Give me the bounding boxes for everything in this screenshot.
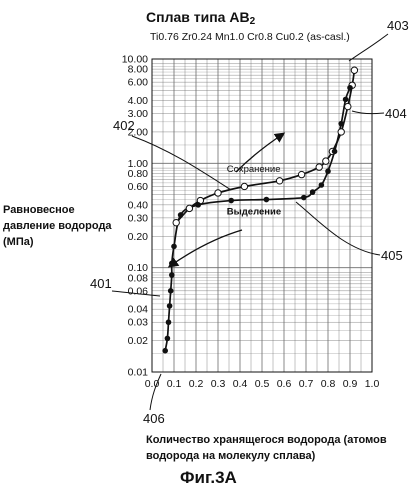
storage-point: [322, 157, 330, 165]
release-point: [169, 272, 175, 278]
release-point: [162, 347, 168, 354]
release-point: [166, 303, 173, 309]
y-tick-label: 6.00: [128, 77, 149, 89]
reference-leader-lines: [111, 33, 389, 411]
storage-direction-arrow: [235, 132, 286, 173]
x-tick-label: 0.2: [189, 378, 204, 390]
storage-point: [350, 66, 359, 74]
leader-403: [348, 33, 389, 62]
y-tick-label: 0.02: [128, 335, 149, 347]
label-release: Выделение: [227, 207, 281, 218]
y-tick-label: 1.00: [128, 158, 149, 170]
leader-401: [111, 290, 161, 297]
y-tick-label: 4.00: [128, 95, 149, 107]
release-point: [171, 243, 177, 250]
leader-404: [351, 110, 385, 115]
y-tick-label: 0.06: [128, 285, 149, 297]
storage-point: [297, 170, 306, 179]
storage-point: [185, 204, 194, 213]
y-tick-label: 0.01: [128, 367, 149, 379]
x-tick-label: 0.5: [255, 378, 270, 390]
storage-point: [240, 182, 249, 191]
storage-point: [337, 128, 345, 136]
release-point: [164, 335, 171, 342]
x-axis-label: Количество хранящегося водорода (атомов …: [146, 434, 387, 462]
x-tick-label: 0.6: [277, 378, 292, 390]
ref-401: 401: [90, 276, 112, 291]
chart-title: Сплав типа AB2: [146, 9, 256, 27]
release-point: [325, 168, 331, 175]
x-tick-label: 0.1: [167, 378, 182, 390]
axis-tick-labels: 0.010.020.030.040.060.080.100.200.300.40…: [122, 54, 380, 391]
y-tick-label: 8.00: [128, 64, 149, 76]
storage-point: [344, 102, 352, 111]
x-tick-label: 0.4: [233, 378, 248, 390]
y-tick-label: 0.40: [128, 199, 149, 211]
y-tick-label: 10.00: [122, 54, 148, 66]
ref-405: 405: [381, 248, 403, 263]
release-point: [331, 148, 338, 155]
y-axis-label: Равновесное давление водорода (МПа): [3, 204, 112, 248]
release-point: [347, 84, 353, 91]
figure-caption: Фиг.3А: [180, 468, 237, 487]
y-tick-label: 0.08: [128, 272, 149, 284]
storage-point: [172, 218, 180, 227]
y-tick-label: 0.60: [128, 181, 149, 193]
storage-point: [315, 163, 323, 171]
release-point: [301, 194, 307, 201]
storage-point: [275, 177, 284, 185]
release-point: [195, 202, 201, 208]
grid-lines: [151, 58, 373, 373]
x-tick-label: 1.0: [365, 378, 380, 390]
ref-402: 402: [113, 118, 135, 133]
curve-labels: Сохранение Выделение: [227, 164, 281, 217]
leader-406: [149, 373, 162, 411]
y-tick-label: 0.20: [128, 231, 149, 243]
y-tick-label: 0.30: [128, 212, 149, 224]
leader-405: [295, 201, 381, 256]
release-point: [318, 182, 325, 188]
release-point: [342, 96, 349, 103]
release-point: [167, 288, 174, 294]
y-tick-label: 3.00: [128, 108, 149, 120]
y-tick-label: 0.80: [128, 168, 149, 180]
y-tick-label: 0.10: [128, 262, 149, 274]
x-tick-label: 0.7: [299, 378, 314, 390]
ref-404: 404: [385, 106, 407, 121]
y-tick-label: 0.04: [128, 304, 149, 316]
label-storage: Сохранение: [227, 164, 281, 175]
alloy-formula: Ti0.76 Zr0.24 Mn1.0 Cr0.8 Cu0.2 (as-casl…: [150, 31, 350, 43]
direction-arrows: [167, 132, 286, 268]
release-point: [165, 319, 172, 326]
ref-403: 403: [387, 18, 409, 33]
release-point: [228, 197, 234, 204]
release-point: [309, 189, 316, 195]
x-tick-label: 0.9: [343, 378, 358, 390]
release-curve: [164, 87, 351, 351]
release-point: [177, 212, 184, 218]
y-tick-label: 2.00: [128, 126, 149, 138]
ref-406: 406: [143, 411, 165, 426]
x-tick-label: 0.8: [321, 378, 336, 390]
release-direction-arrow: [167, 229, 243, 268]
storage-point: [214, 189, 222, 197]
y-tick-label: 0.03: [128, 317, 149, 329]
release-point: [263, 196, 270, 203]
leader-402: [131, 135, 232, 191]
release-point: [338, 120, 345, 127]
x-tick-label: 0.3: [211, 378, 226, 390]
plot-frame: [151, 58, 373, 373]
